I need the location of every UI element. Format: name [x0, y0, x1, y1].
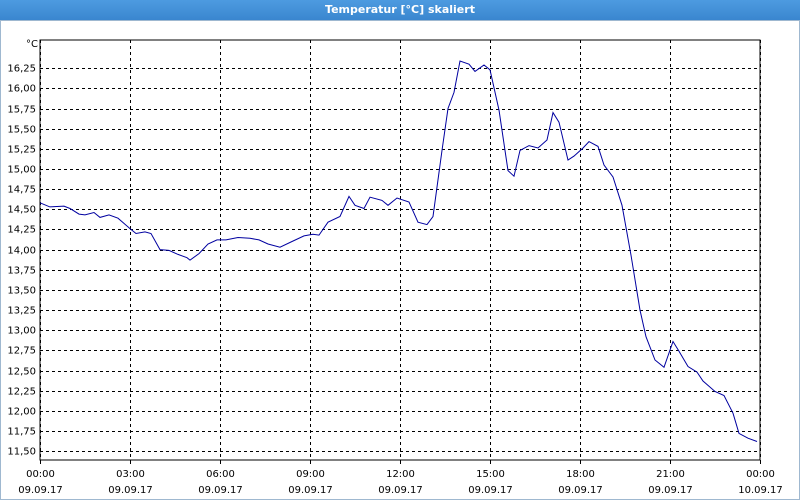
y-tick-label: 13,75 [7, 266, 36, 277]
x-tick-label: 18:00 [566, 469, 595, 480]
y-tick-label: 15,00 [7, 165, 36, 176]
title-bar: Temperatur [°C] skaliert [0, 0, 800, 20]
y-tick-label: 13,00 [7, 326, 36, 337]
y-tick-label: 11,75 [7, 427, 36, 438]
x-tick-date: 09.09.17 [18, 485, 63, 496]
y-tick-label: 12,50 [7, 367, 36, 378]
x-tick-date: 09.09.17 [558, 485, 603, 496]
x-tick-label: 12:00 [386, 469, 415, 480]
x-tick-label: 00:00 [26, 469, 55, 480]
x-tick-label: 06:00 [206, 469, 235, 480]
x-tick-date: 09.09.17 [468, 485, 513, 496]
x-tick-date: 10.09.17 [738, 485, 783, 496]
y-tick-label: 16,25 [7, 64, 36, 75]
y-tick-label: 11,50 [7, 447, 36, 458]
y-tick-label: 12,75 [7, 346, 36, 357]
data-line [39, 60, 758, 442]
y-tick-label: 12,25 [7, 387, 36, 398]
x-tick-label: 09:00 [296, 469, 325, 480]
y-tick-label: 15,50 [7, 125, 36, 136]
x-tick-date: 09.09.17 [198, 485, 243, 496]
x-tick-date: 09.09.17 [288, 485, 333, 496]
y-tick-label: 12,00 [7, 407, 36, 418]
y-tick-label: 14,75 [7, 185, 36, 196]
x-tick-date: 09.09.17 [648, 485, 693, 496]
y-tick-label: 13,50 [7, 286, 36, 297]
x-tick-date: 09.09.17 [378, 485, 423, 496]
x-tick-label: 00:00 [746, 469, 775, 480]
y-tick-label: 14,50 [7, 205, 36, 216]
y-tick-label: 16,00 [7, 84, 36, 95]
y-tick-label: 15,75 [7, 105, 36, 116]
y-tick-label: 14,25 [7, 225, 36, 236]
x-tick-date: 09.09.17 [108, 485, 153, 496]
y-tick-label: 15,25 [7, 145, 36, 156]
x-tick-label: 03:00 [116, 469, 145, 480]
x-tick-label: 21:00 [656, 469, 685, 480]
x-tick-label: 15:00 [476, 469, 505, 480]
y-tick-label: 14,00 [7, 246, 36, 257]
y-tick-label: 13,25 [7, 306, 36, 317]
y-unit: °C [26, 39, 38, 50]
